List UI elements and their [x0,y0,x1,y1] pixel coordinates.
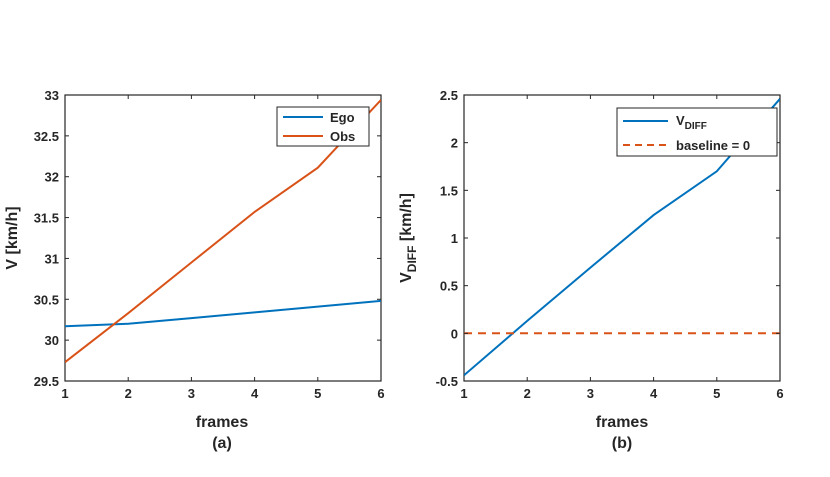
y-tick-label-b-0: -0.5 [436,374,458,389]
y-tick-label-a-6: 32.5 [34,129,59,144]
y-tick-label-b-1: 0 [451,326,458,341]
x-tick-label-b-1: 2 [524,386,531,401]
y-axis-label-b-main: V [398,272,415,283]
legend-label-vdiff-main: V [676,113,685,128]
x-axis-label-a: frames [196,414,249,431]
series-line-a-0 [65,299,381,328]
y-tick-label-a-3: 31 [45,251,59,266]
x-tick-label-a-0: 1 [61,386,68,401]
x-tick-label-b-4: 5 [713,386,720,401]
ticks-a: 1 2 3 4 5 6 29.5 30 30.5 31 31.5 32 32.5 33 [34,88,385,401]
x-tick-label-b-5: 6 [776,386,783,401]
x-tick-label-a-3: 4 [251,386,259,401]
y-axis-label-b-sub: DIFF [405,246,419,273]
y-axis-label-a: V [km/h] [4,206,21,269]
x-tick-label-b-3: 4 [650,386,658,401]
caption-b: (b) [612,435,632,452]
series-line-a-1 [65,99,381,363]
y-tick-label-b-2: 0.5 [440,279,458,294]
legend-a: Ego Obs [276,106,370,147]
caption-a: (a) [212,435,232,452]
series-line-b-0 [464,98,780,377]
y-axis-label-b: VDIFF [km/h] [398,193,419,283]
y-tick-label-b-3: 1 [451,231,458,246]
panel-b: 1 2 3 4 5 6 -0.5 0 0.5 1 1.5 2 2.5 frames (b) VDIFF … [398,88,784,452]
y-tick-label-b-5: 2 [451,136,458,151]
y-tick-label-a-4: 31.5 [34,211,59,226]
x-tick-label-a-2: 3 [188,386,195,401]
x-tick-label-a-5: 6 [377,386,384,401]
x-tick-label-b-0: 1 [460,386,467,401]
legend-label-ego: Ego [330,110,355,125]
legend-label-vdiff-sub: DIFF [685,121,707,132]
y-tick-label-b-4: 1.5 [440,183,458,198]
legend-box-b [616,107,778,157]
y-tick-label-a-1: 30 [45,333,59,348]
y-tick-label-a-7: 33 [45,88,59,103]
y-tick-label-a-5: 32 [45,170,59,185]
x-tick-label-a-1: 2 [125,386,132,401]
y-tick-label-a-0: 29.5 [34,374,59,389]
legend-b: VDIFF baseline = 0 [616,107,778,157]
ticks-b: 1 2 3 4 5 6 -0.5 0 0.5 1 1.5 2 2.5 [436,88,784,401]
panel-a: 1 2 3 4 5 6 29.5 30 30.5 31 31.5 32 32.5 33 frames (a… [4,88,385,452]
legend-box-a [276,106,370,147]
legend-label-vdiff: VDIFF [676,113,707,132]
legend-label-obs: Obs [330,129,355,144]
y-axis-label-b-unit: [km/h] [398,193,415,245]
x-tick-label-b-2: 3 [587,386,594,401]
y-tick-label-a-2: 30.5 [34,292,59,307]
x-axis-label-b: frames [596,414,649,431]
legend-label-baseline: baseline = 0 [676,138,750,153]
x-tick-label-a-4: 5 [314,386,321,401]
y-tick-label-b-6: 2.5 [440,88,458,103]
